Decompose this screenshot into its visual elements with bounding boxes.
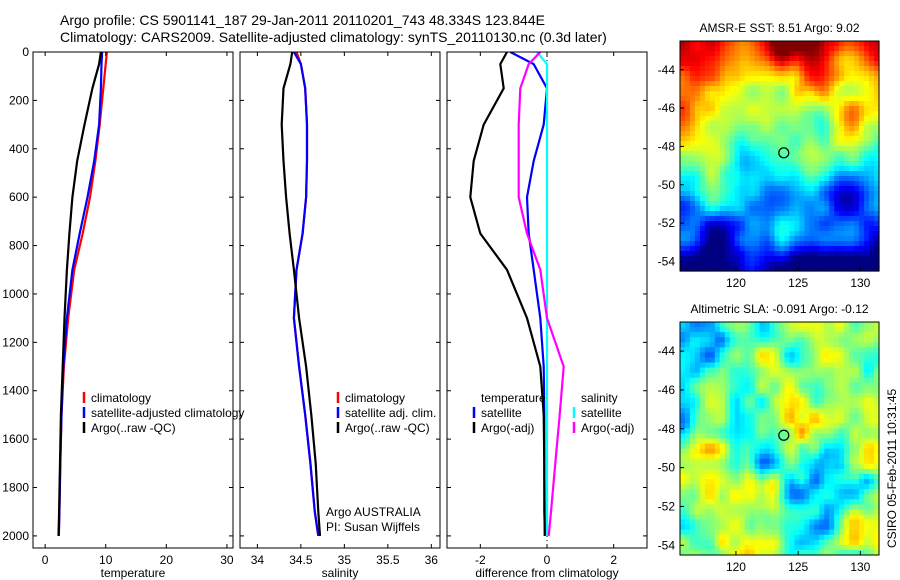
series-line-temperature-argo-adj- — [469, 52, 547, 536]
legend-label: satellite — [581, 406, 622, 420]
figure-title-line-2: Climatology: CARS2009. Satellite-adjuste… — [60, 29, 607, 45]
map-frame — [679, 40, 880, 272]
profile-panel-2: 34 34.5 35 35.5 36 salinity climatologysatelli… — [239, 51, 441, 580]
y-tick-label: 1600 — [2, 432, 29, 446]
y-tick-label: 1000 — [2, 287, 29, 301]
x-tick-label: 125 — [788, 560, 808, 574]
x-tick-label: 130 — [850, 276, 870, 290]
x-tick-label: 120 — [726, 276, 746, 290]
x-tick-label: 20 — [160, 553, 174, 567]
sst-field — [680, 41, 880, 272]
legend-label: satellite adj. clim. — [345, 406, 436, 420]
figure-title-line-1: Argo profile: CS 5901141_187 29-Jan-2011… — [60, 12, 545, 28]
credit-text: CSIRO 05-Feb-2011 10:31:45 — [885, 388, 899, 548]
series-line-argo-raw-qc- — [280, 52, 322, 536]
y-tick-label: 200 — [9, 93, 29, 107]
y-tick-label: 800 — [9, 239, 29, 253]
x-axis-label: salinity — [322, 566, 359, 580]
profile-panel-1: 0 10 20 30 temperature 0 200 400 600 800 1000 1200 1… — [2, 45, 244, 580]
x-tick-label: -2 — [475, 553, 486, 567]
map-title: Altimetric SLA: -0.091 Argo: -0.12 — [690, 302, 868, 316]
y-tick-label: -54 — [658, 254, 676, 268]
x-tick-label: 120 — [726, 560, 746, 574]
x-tick-label: 34 — [251, 553, 265, 567]
y-tick-label: -44 — [658, 63, 676, 77]
plot-frame — [239, 51, 441, 549]
plot-frame — [32, 51, 234, 549]
y-tick-label: -54 — [658, 538, 676, 552]
y-tick-label: -52 — [658, 216, 676, 230]
argo-location-marker — [778, 429, 790, 441]
legend-label: climatology — [345, 391, 405, 405]
y-tick-label: -46 — [658, 383, 676, 397]
x-axis-label: temperature — [101, 566, 166, 580]
x-tick-label: 36 — [425, 553, 439, 567]
legend-label: salinity — [581, 391, 618, 405]
x-tick-label: 34.5 — [289, 553, 313, 567]
x-tick-label: 0 — [42, 553, 49, 567]
series-line-salinity-satellite — [536, 52, 549, 536]
y-tick-label: 1800 — [2, 481, 29, 495]
y-tick-label: -46 — [658, 101, 676, 115]
series-line-satellite-adj-clim- — [292, 52, 320, 537]
y-tick-label: -48 — [658, 139, 676, 153]
y-tick-label: 2000 — [2, 529, 29, 543]
sla-field — [680, 322, 880, 556]
y-tick-label: -50 — [658, 461, 676, 475]
x-tick-label: 10 — [99, 553, 113, 567]
x-tick-label: 2 — [610, 553, 617, 567]
legend-label: Argo(-adj) — [581, 421, 634, 435]
legend-label: satellite-adjusted climatology — [91, 406, 244, 420]
x-axis-label: difference from climatology — [475, 566, 618, 580]
x-tick-label: 125 — [788, 276, 808, 290]
series-line-argo-raw-qc- — [57, 52, 102, 536]
y-tick-label: 0 — [22, 45, 29, 59]
x-tick-label: 130 — [850, 560, 870, 574]
legend-label: Argo(..raw -QC) — [91, 421, 176, 435]
legend-label: Argo(-adj) — [481, 421, 534, 435]
legend-label: temperature — [481, 391, 546, 405]
annotation-text: PI: Susan Wijffels — [326, 520, 420, 534]
y-tick-label: 1400 — [2, 384, 29, 398]
y-tick-label: 400 — [9, 142, 29, 156]
x-tick-label: 35.5 — [376, 553, 400, 567]
annotation-text: Argo AUSTRALIA — [326, 505, 421, 519]
series-line-temperature-satellite — [509, 52, 549, 536]
y-tick-label: 1200 — [2, 335, 29, 349]
y-tick-label: 600 — [9, 190, 29, 204]
y-tick-label: -50 — [658, 178, 676, 192]
y-tick-label: -48 — [658, 422, 676, 436]
sst-map-panel: AMSR-E SST: 8.51 Argo: 9.02 120 125 130 -44 -… — [658, 21, 880, 290]
map-frame — [679, 321, 880, 556]
x-tick-label: 30 — [220, 553, 234, 567]
legend: temperaturesatelliteArgo(-adj)salinitysa… — [472, 391, 634, 435]
x-tick-label: 35 — [338, 553, 352, 567]
legend-label: satellite — [481, 406, 522, 420]
argo-location-marker — [778, 147, 790, 159]
series-line-salinity-argo-adj- — [517, 52, 565, 537]
sla-map-panel: Altimetric SLA: -0.091 Argo: -0.12 120 125… — [658, 302, 880, 574]
legend-label: Argo(..raw -QC) — [345, 421, 430, 435]
map-title: AMSR-E SST: 8.51 Argo: 9.02 — [699, 21, 859, 35]
legend-label: climatology — [91, 391, 151, 405]
y-tick-label: -44 — [658, 344, 676, 358]
y-tick-label: -52 — [658, 499, 676, 513]
x-tick-label: 0 — [544, 553, 551, 567]
